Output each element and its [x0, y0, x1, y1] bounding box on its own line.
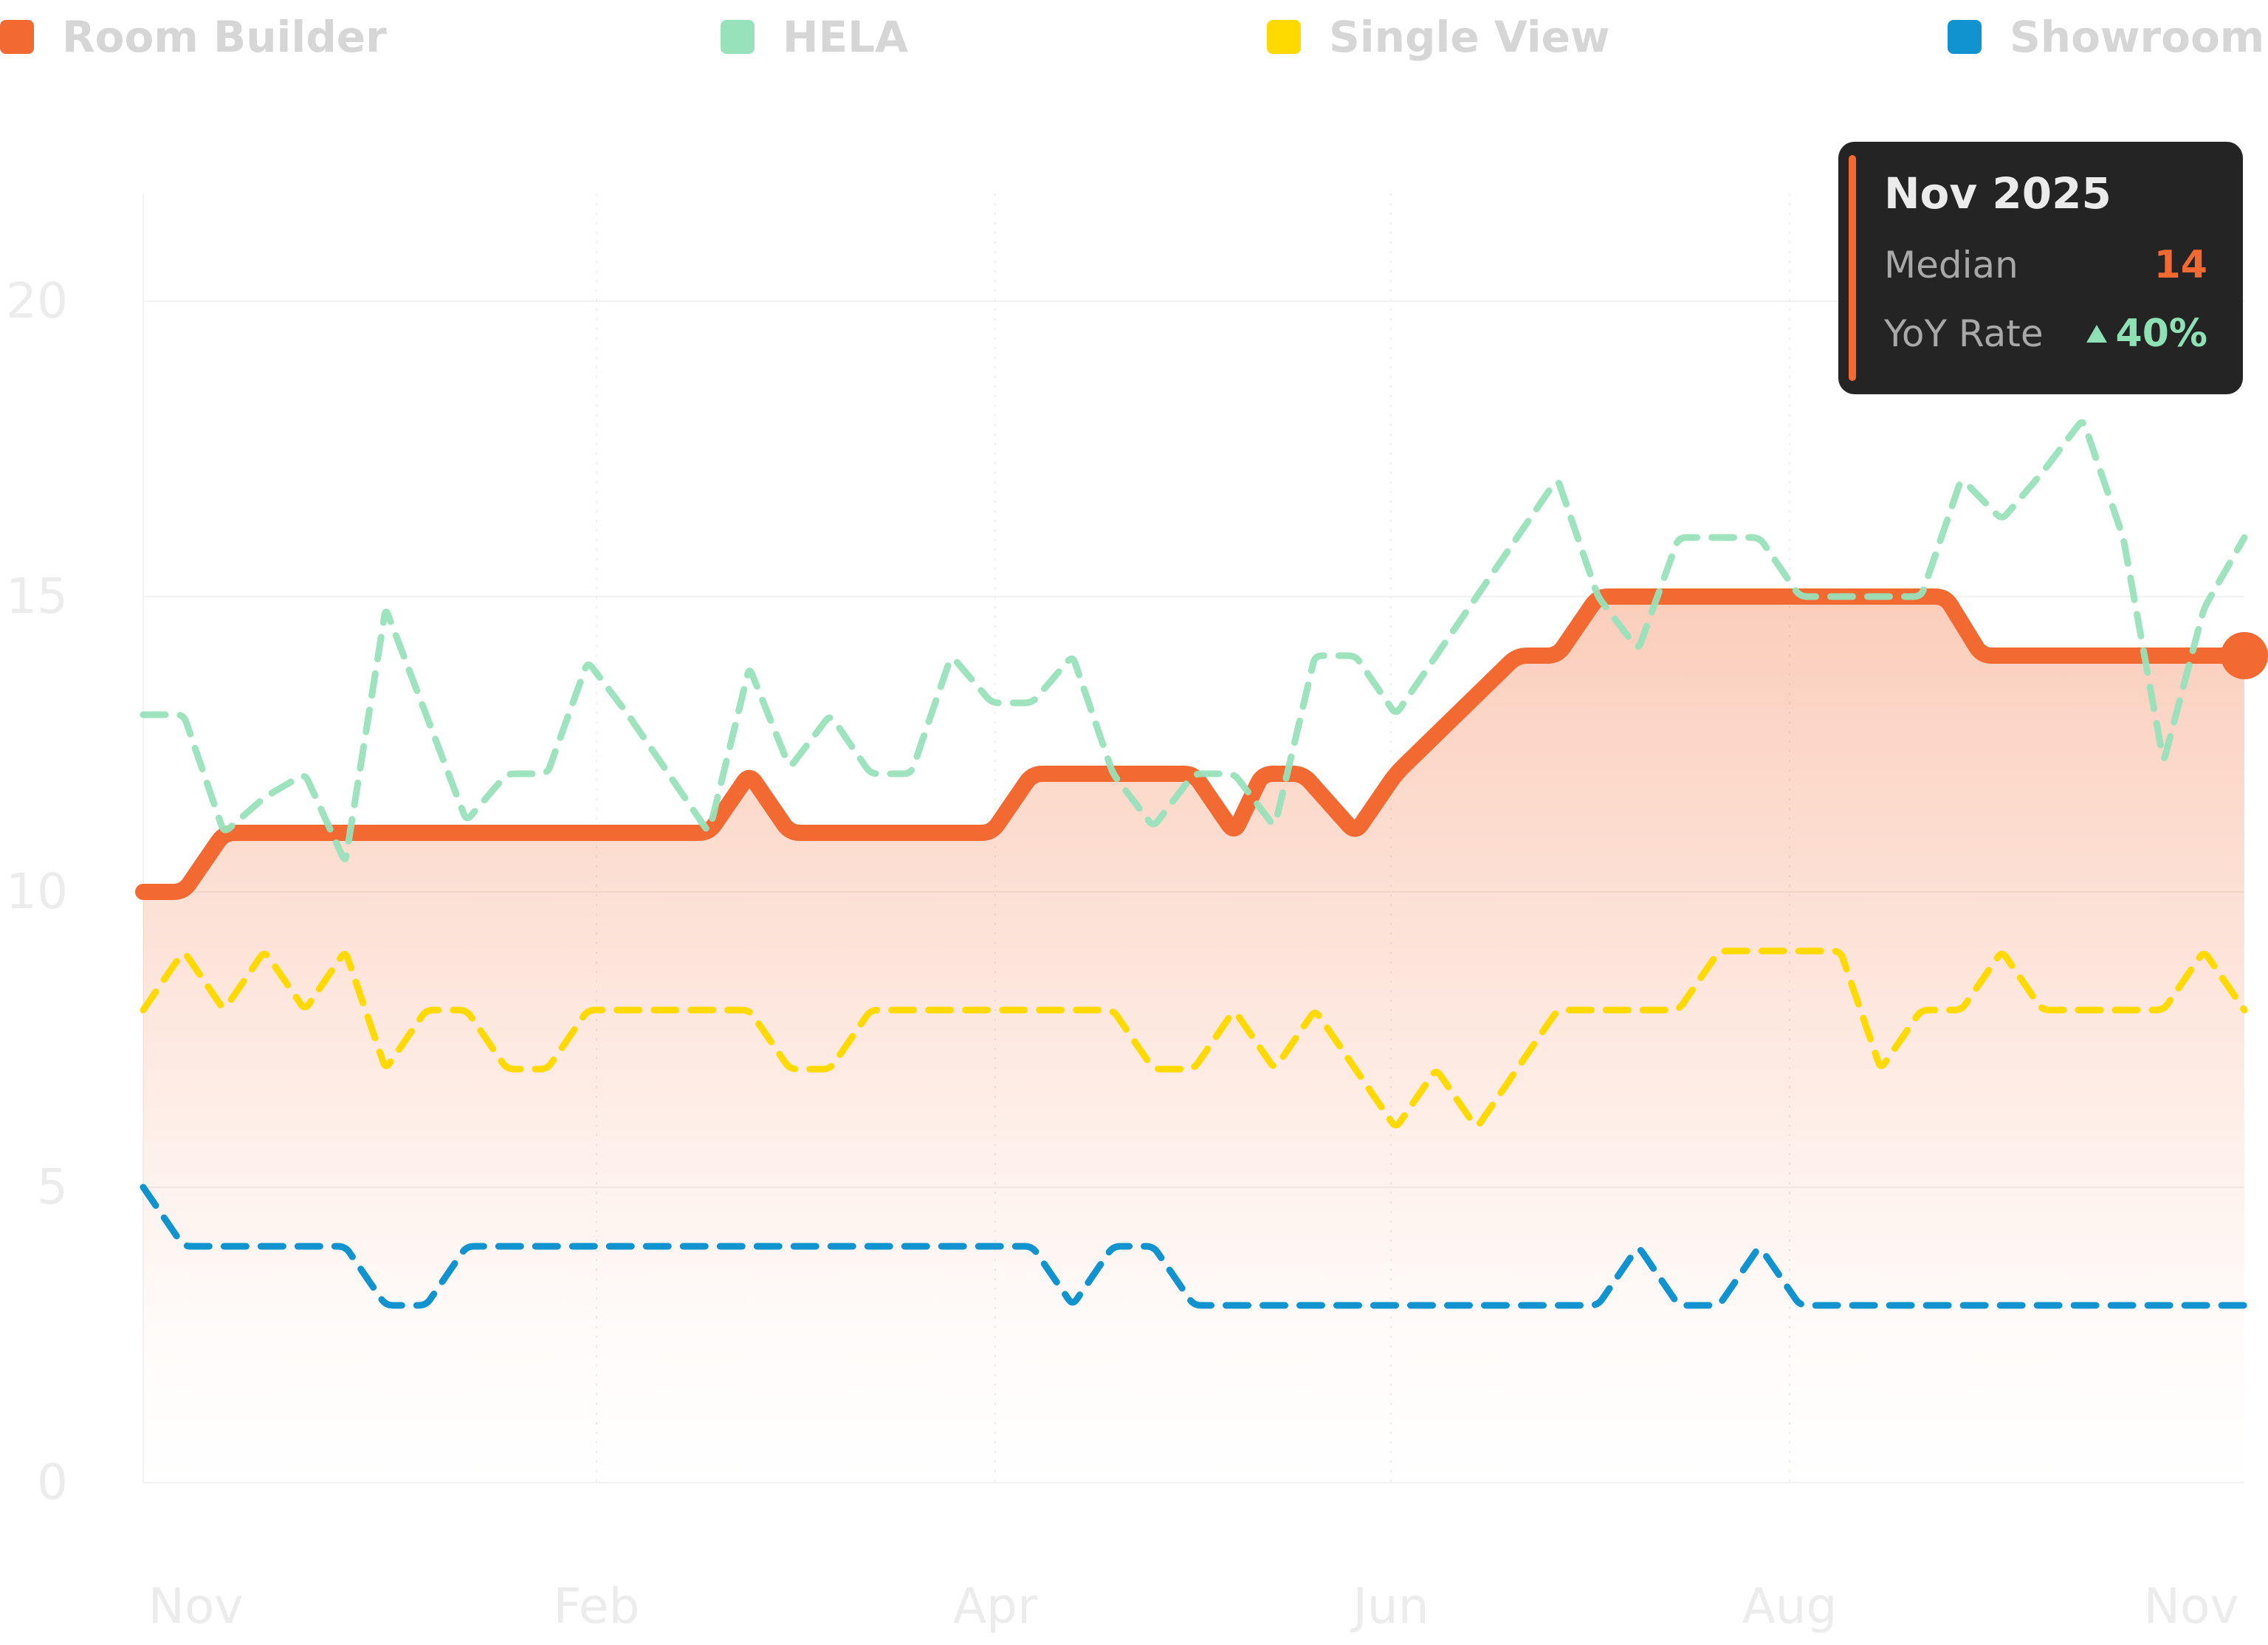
legend-item-single-view[interactable]: Single View	[1267, 7, 1610, 66]
legend-item-showroom[interactable]: Showroom	[1948, 7, 2264, 66]
tooltip-accent-bar	[1849, 155, 1856, 381]
legend-label: HELA	[783, 12, 909, 62]
x-tick-label: Nov	[148, 1578, 244, 1635]
tooltip-median-value: 14	[2154, 243, 2207, 287]
legend-label: Single View	[1329, 12, 1610, 62]
series-line-room-builder[interactable]	[135, 588, 2252, 900]
legend-swatch-showroom	[1948, 20, 1982, 54]
legend-label: Showroom	[2010, 12, 2265, 62]
y-axis: 0 5 10 15 20	[6, 272, 68, 1511]
tooltip-median-label: Median	[1884, 244, 2018, 286]
legend-swatch-hela	[721, 20, 755, 54]
y-tick-label: 20	[6, 272, 68, 329]
legend-item-room-builder[interactable]: Room Builder	[0, 7, 387, 66]
series-layer	[135, 419, 2252, 1309]
chart-legend: Room Builder HELA Single View Showroom	[0, 7, 2268, 66]
y-tick-label: 10	[6, 863, 68, 920]
series-area-room-builder	[143, 597, 2244, 1483]
y-tick-label: 5	[37, 1158, 68, 1215]
highlight-point[interactable]	[2221, 632, 2268, 679]
x-tick-label: Feb	[554, 1578, 640, 1635]
x-tick-label: Jun	[1350, 1578, 1429, 1635]
arrow-up-icon	[2086, 325, 2107, 343]
x-tick-label: Nov	[2144, 1578, 2239, 1635]
tooltip-yoy: 40%	[2086, 312, 2207, 356]
legend-swatch-room-builder	[0, 20, 34, 54]
tooltip-yoy-value: 40%	[2115, 312, 2207, 356]
tooltip-row-yoy: YoY Rate 40%	[1884, 308, 2207, 360]
y-tick-label: 0	[37, 1454, 68, 1511]
legend-swatch-single-view	[1267, 20, 1301, 54]
tooltip-row-median: Median 14	[1884, 239, 2207, 291]
x-tick-label: Aug	[1742, 1578, 1838, 1635]
y-tick-label: 15	[6, 568, 68, 625]
marker-layer	[2221, 632, 2268, 679]
series-line-single-view[interactable]	[140, 947, 2248, 1129]
x-axis: Nov Feb Apr Jun Aug Nov	[148, 1578, 2239, 1635]
legend-item-hela[interactable]: HELA	[721, 7, 908, 66]
chart-tooltip: Nov 2025 Median 14 YoY Rate 40%	[1838, 142, 2243, 394]
series-line-hela[interactable]	[140, 419, 2248, 862]
area-layer	[143, 597, 2244, 1483]
x-tick-label: Apr	[953, 1578, 1038, 1635]
tooltip-title: Nov 2025	[1884, 168, 2111, 219]
series-line-showroom[interactable]	[140, 1184, 2248, 1309]
tooltip-yoy-label: YoY Rate	[1884, 312, 2044, 355]
legend-label: Room Builder	[62, 12, 387, 62]
